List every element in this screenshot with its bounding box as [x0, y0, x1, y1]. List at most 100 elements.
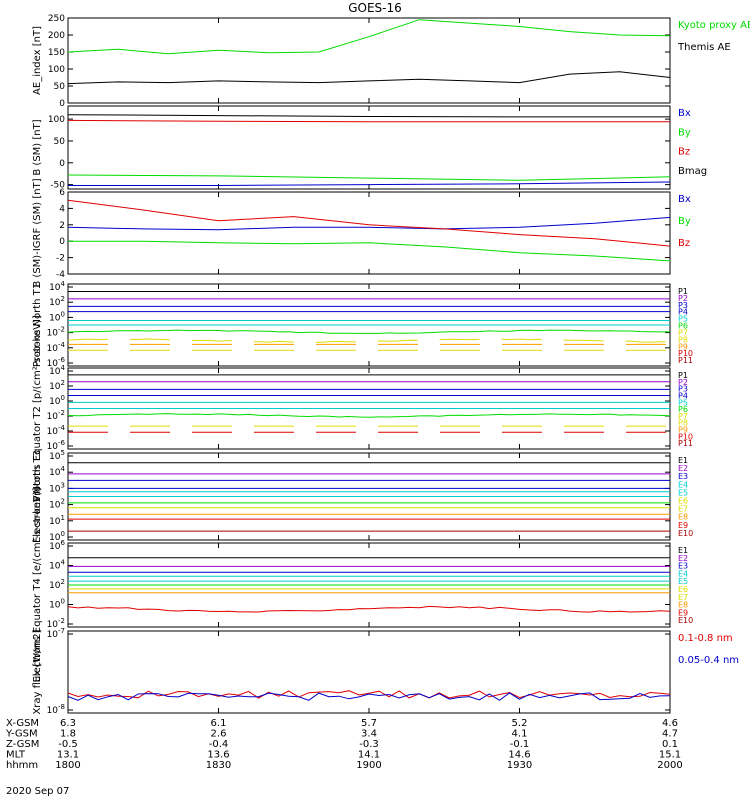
legend-e2: E2 [678, 554, 688, 563]
legend-p6: P6 [678, 322, 688, 331]
legend-p9: P9 [678, 426, 688, 435]
series-line [67, 338, 671, 343]
legend-p5: P5 [678, 315, 688, 324]
legend-e2: E2 [678, 464, 688, 473]
y-tick-label: 100 [48, 65, 65, 75]
ephemeris-value: -0.1 [510, 739, 530, 750]
ephemeris-value: 4.7 [662, 729, 678, 740]
ephemeris-value: -0.3 [359, 739, 379, 750]
legend-e3: E3 [678, 472, 688, 481]
legend-themis-ae: Themis AE [677, 42, 731, 53]
y-tick-label: 104 [49, 364, 65, 377]
legend-e8: E8 [678, 513, 688, 522]
series-bmag [67, 114, 670, 118]
legend-p8: P8 [678, 419, 688, 428]
legend-e10: E10 [678, 616, 693, 625]
y-tick-label: 4 [59, 204, 65, 214]
y-tick-label: 10-2 [47, 409, 65, 422]
ephemeris-table: X-GSM 6.3 6.1 5.7 5.2 4.6 Y-GSM 1.8 2.6 3.4 4.1 4.7… [5, 718, 683, 771]
ephemeris-label: hhmm [6, 760, 38, 771]
legend-bz: Bz [678, 238, 690, 249]
legend-e6: E6 [678, 585, 688, 594]
date-label: 2020 Sep 07 [6, 786, 70, 797]
panel-8: 10-7 10-8 Xray flux [W/m2] 0.1-0.8 nm 0.05-0… [32, 627, 739, 716]
legend-p4: P4 [678, 308, 688, 317]
ephemeris-value: 3.4 [361, 729, 377, 740]
ephemeris-value: 1800 [55, 760, 80, 771]
ephemeris-value: 6.3 [60, 718, 76, 729]
y-axis-label: B (SM) [nT] [32, 119, 43, 175]
y-tick-label: 50 [54, 82, 66, 92]
plot-title: GOES-16 [348, 1, 402, 15]
panel-2: 100 50 0 -50 B (SM) [nT] Bx By Bz Bmag [32, 105, 707, 191]
series-by [68, 240, 671, 262]
y-axis-label: Xray flux [W/m2] [32, 629, 43, 714]
y-axis-label: Electrons North T3 [32, 450, 43, 543]
y-tick-label: 0 [59, 237, 65, 247]
y-tick-label: -2 [56, 254, 65, 264]
y-tick-label: 100 [49, 598, 65, 611]
legend-p1: P1 [678, 371, 688, 380]
series-bx [68, 181, 671, 186]
y-axis-label: AE_index [nT] [32, 26, 43, 95]
y-tick-label: 102 [49, 578, 65, 591]
panel-frame [67, 191, 671, 275]
legend-p7: P7 [678, 328, 688, 337]
ephemeris-value: 1900 [356, 760, 381, 771]
legend-e4: E4 [678, 569, 688, 578]
series-line [67, 692, 671, 701]
y-tick-label: -4 [56, 270, 65, 280]
ephemeris-value: 14.6 [508, 750, 530, 761]
y-tick-label: 100 [49, 394, 65, 407]
y-tick-label: -50 [50, 181, 65, 191]
panel-frame [67, 17, 671, 104]
series-line [67, 605, 671, 613]
series-line [67, 329, 671, 334]
legend-by: By [678, 127, 691, 138]
legend-p3: P3 [678, 301, 688, 310]
y-tick-label: 0 [59, 99, 65, 109]
legend-kyoto-proxy-ae: Kyoto proxy AE [678, 20, 750, 31]
legend-p2: P2 [678, 378, 688, 387]
legend-p11: P11 [678, 439, 693, 448]
legend-e7: E7 [678, 593, 688, 602]
y-tick-label: 102 [49, 295, 65, 308]
y-tick-label: 100 [48, 115, 65, 125]
ephemeris-value: 0.1 [662, 739, 678, 750]
legend-e4: E4 [678, 480, 688, 489]
series-themis-ae [67, 71, 671, 85]
ephemeris-value: 5.2 [512, 718, 528, 729]
ephemeris-value: 14.1 [358, 750, 380, 761]
legend-p1: P1 [678, 287, 688, 296]
ephemeris-value: 15.1 [659, 750, 681, 761]
ephemeris-value: 13.6 [207, 750, 229, 761]
y-tick-label: 10-4 [47, 424, 66, 437]
ephemeris-value: 13.1 [57, 750, 79, 761]
ephemeris-value: 2.6 [211, 729, 227, 740]
legend-p6: P6 [678, 405, 688, 414]
legend-by: By [678, 216, 691, 227]
y-axis-label: Electrons Equator T4 [e/(cm²-s-sr-keV)] [32, 487, 43, 682]
legend-p9: P9 [678, 342, 688, 351]
panel-5: 104 102 100 10-2 10-4 10-6 Protons Equator T2 … [32, 315, 693, 502]
y-axis-label: Protons Equator T2 [p/(cm²-s-sr-keV)] [32, 315, 43, 502]
y-axis-label: B (SM)-IGRF (SM) [nT] [32, 178, 43, 287]
series-bx [67, 216, 671, 231]
series-line [67, 413, 671, 418]
ephemeris-label: X-GSM [6, 718, 39, 729]
y-tick-label: 100 [49, 530, 65, 543]
ephemeris-label: MLT [6, 750, 26, 761]
y-tick-label: 106 [49, 539, 65, 552]
y-tick-label: 10-2 [47, 617, 65, 630]
legend-p8: P8 [678, 335, 688, 344]
panel-3: 6 4 2 0 -2 -4 B (SM)-IGRF (SM) [nT] Bx By Bz [32, 178, 691, 287]
ephemeris-value: -0.5 [58, 739, 78, 750]
ephemeris-value: 1930 [507, 760, 532, 771]
legend-e3: E3 [678, 562, 688, 571]
y-tick-label: 10-4 [47, 341, 66, 354]
ephemeris-value: 2000 [657, 760, 682, 771]
ephemeris-value: 6.1 [211, 718, 227, 729]
legend-e9: E9 [678, 521, 688, 530]
y-tick-label: 6 [59, 188, 65, 198]
